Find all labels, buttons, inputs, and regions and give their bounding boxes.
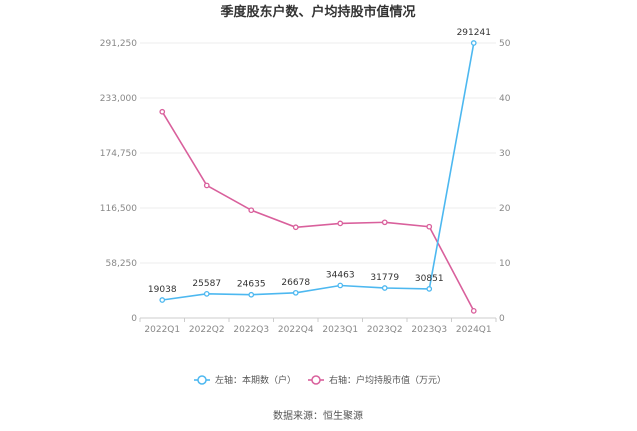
legend-label: 右轴：户均持股市值（万元） xyxy=(329,374,446,386)
left-tick-label: 174,750 xyxy=(100,149,137,159)
grid-lines xyxy=(140,42,496,319)
data-label: 25587 xyxy=(192,279,221,289)
chart-title: 季度股东户数、户均持股市值情况 xyxy=(219,4,415,20)
data-point xyxy=(203,182,210,189)
data-point xyxy=(159,108,166,115)
data-label: 291241 xyxy=(457,28,491,38)
data-point xyxy=(426,286,433,292)
x-tick-label: 2023Q1 xyxy=(322,325,358,335)
series-line xyxy=(162,42,475,301)
legend: 左轴：本期数（户） 右轴：户均持股市值（万元） xyxy=(194,374,446,386)
data-point xyxy=(203,290,210,297)
data-point xyxy=(292,289,299,296)
data-point xyxy=(159,297,166,303)
data-label: 31779 xyxy=(370,273,399,283)
series-right xyxy=(159,108,477,314)
legend-label: 左轴：本期数（户） xyxy=(215,374,296,386)
x-axis: 2022Q1 2022Q2 2022Q3 2022Q4 2023Q1 2023Q2 2023… xyxy=(139,318,497,335)
left-axis: 0 58,250 116,500 174,750 233,000 291,250 xyxy=(100,39,137,324)
left-tick-label: 291,250 xyxy=(100,39,137,49)
data-point xyxy=(248,207,255,214)
data-point xyxy=(470,307,477,314)
data-label: 26678 xyxy=(281,278,310,288)
right-tick-label: 40 xyxy=(499,94,511,104)
x-tick-label: 2023Q3 xyxy=(411,325,447,335)
legend-swatch-marker xyxy=(197,375,207,385)
right-tick-label: 30 xyxy=(499,149,511,159)
data-point xyxy=(381,285,388,291)
data-point xyxy=(337,220,344,227)
x-tick-label: 2022Q1 xyxy=(144,325,180,335)
x-tick-label: 2022Q2 xyxy=(189,325,225,335)
x-tick-label: 2022Q4 xyxy=(278,325,314,335)
legend-swatch-marker xyxy=(311,375,321,385)
left-tick-label: 233,000 xyxy=(100,94,137,104)
source-note: 数据来源：恒生聚源 xyxy=(273,409,363,422)
right-tick-label: 10 xyxy=(499,259,511,269)
data-point xyxy=(248,291,255,298)
data-point xyxy=(337,282,344,289)
data-label: 19038 xyxy=(148,285,177,295)
data-point xyxy=(381,219,388,226)
right-tick-label: 20 xyxy=(499,204,511,214)
data-point xyxy=(292,224,299,231)
left-tick-label: 116,500 xyxy=(100,204,137,214)
data-label: 30851 xyxy=(415,274,444,284)
series-layer: 19038 25587 24635 26678 34463 31779 30851 29124… xyxy=(148,28,491,314)
x-tick-label: 2024Q1 xyxy=(456,325,492,335)
data-label: 34463 xyxy=(326,270,355,280)
x-tick-label: 2022Q3 xyxy=(233,325,269,335)
right-tick-label: 50 xyxy=(499,39,511,49)
left-tick-label: 0 xyxy=(131,314,137,324)
right-tick-label: 0 xyxy=(499,314,505,324)
x-tick-label: 2023Q2 xyxy=(367,325,403,335)
series-left: 19038 25587 24635 26678 34463 31779 30851 29124… xyxy=(148,28,491,303)
data-label: 24635 xyxy=(237,280,266,290)
right-axis: 0 10 20 30 40 50 xyxy=(499,39,511,324)
left-tick-label: 58,250 xyxy=(106,259,138,269)
data-point xyxy=(470,40,477,46)
data-point xyxy=(426,223,433,230)
series-line xyxy=(161,111,475,312)
